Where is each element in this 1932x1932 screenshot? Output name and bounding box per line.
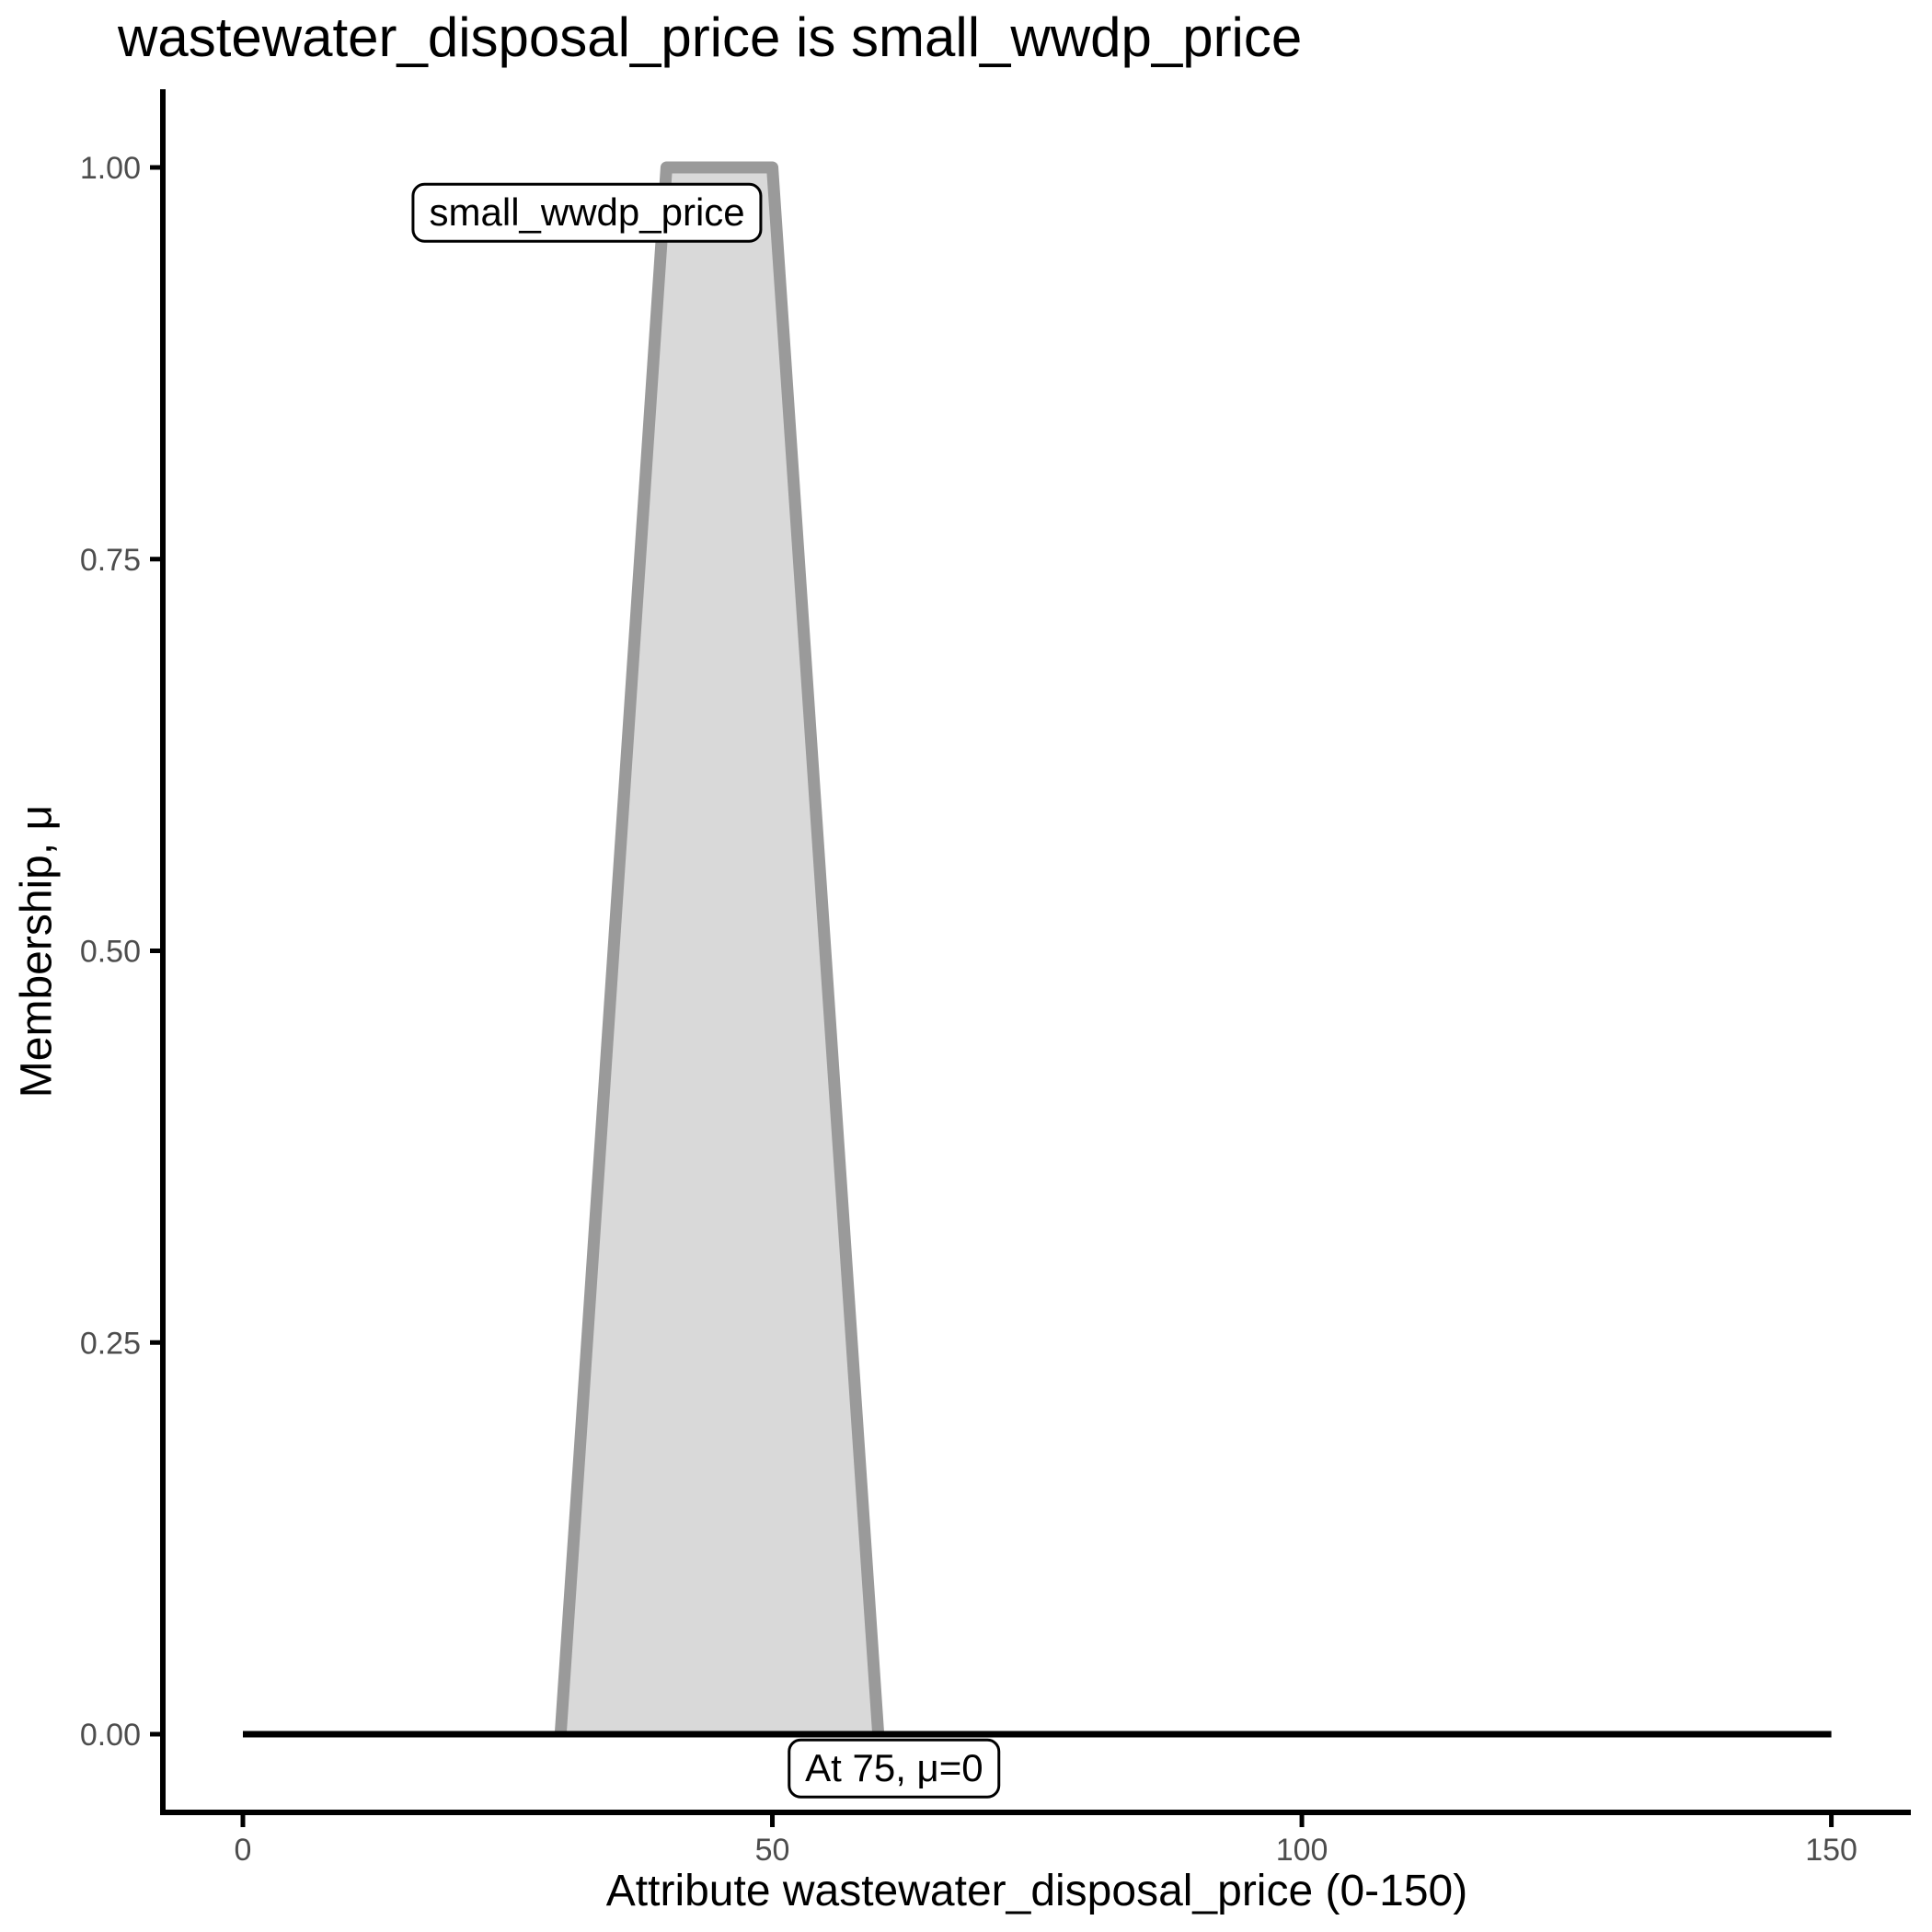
- y-tick-label: 0.25: [80, 1326, 141, 1361]
- x-tick-label: 0: [235, 1833, 252, 1868]
- set-name-label: small_wwdp_price: [411, 183, 763, 243]
- series-small_wwdp_price_set: [554, 161, 885, 1735]
- y-tick-label: 0.50: [80, 935, 141, 970]
- x-tick-label: 100: [1276, 1833, 1328, 1868]
- axis-lines: [160, 89, 1911, 1815]
- evaluation-result-label: At 75, μ=0: [788, 1739, 1001, 1799]
- x-tick-label: 150: [1805, 1833, 1857, 1868]
- y-tick-label: 0.00: [80, 1718, 141, 1753]
- chart-title: wastewater_disposal_price is small_wwdp_…: [118, 6, 1303, 68]
- y-tick-label: 0.75: [80, 543, 141, 578]
- y-axis-label: Membership, μ: [12, 804, 62, 1098]
- x-axis-label: Attribute wastewater_disposal_price (0-1…: [605, 1867, 1468, 1915]
- y-tick-label: 1.00: [80, 151, 141, 186]
- x-tick-label: 50: [755, 1833, 790, 1868]
